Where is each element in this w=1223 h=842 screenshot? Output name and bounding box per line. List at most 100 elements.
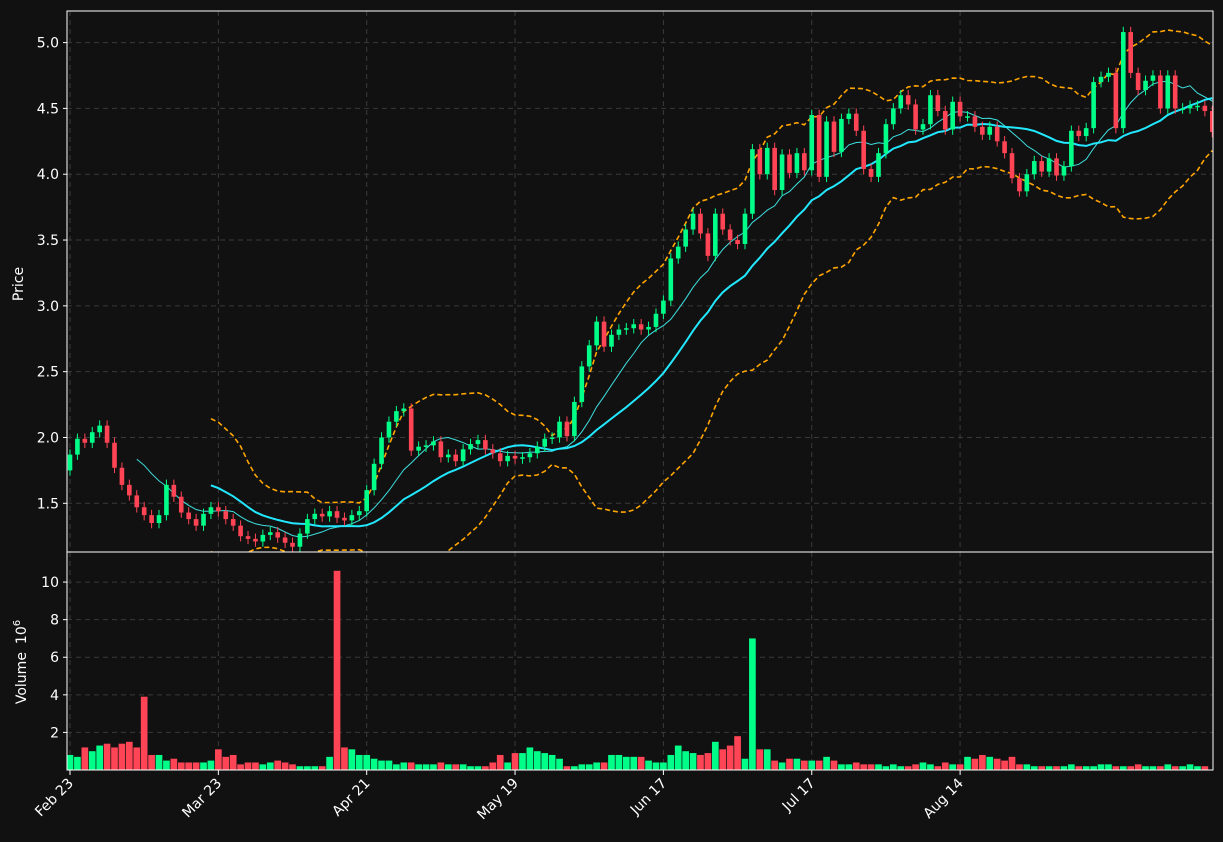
candle-down — [1135, 72, 1141, 90]
volume-bar — [919, 762, 927, 770]
volume-bar — [645, 760, 652, 770]
volume-bar — [148, 754, 155, 770]
candle-up — [653, 313, 659, 327]
volume-bar — [845, 764, 853, 770]
volume-bar — [927, 764, 934, 770]
candle-up — [1031, 161, 1037, 175]
volume-bar — [860, 764, 868, 770]
volume-bar — [155, 754, 163, 770]
volume-bar — [734, 736, 741, 770]
candle-up — [468, 444, 473, 450]
candle-up — [89, 432, 95, 443]
candle-up — [1120, 32, 1126, 129]
volume-bar — [1075, 766, 1083, 770]
candle-up — [690, 213, 696, 230]
volume-bar — [971, 758, 979, 770]
candle-down — [913, 104, 918, 130]
candle-down — [282, 537, 288, 543]
candle-down — [178, 496, 184, 513]
candle-down — [342, 517, 347, 521]
candle-down — [868, 168, 874, 177]
volume-bar — [385, 760, 393, 770]
candle-down — [253, 538, 258, 542]
price-y-ticks: 1.5 2.0 2.5 3.0 3.5 4.0 4.5 5.0 — [37, 36, 67, 512]
bollinger-bands — [210, 29, 1213, 552]
candle-down — [980, 126, 985, 135]
candle-up — [661, 300, 666, 314]
volume-bar — [763, 749, 771, 770]
volume-bar — [815, 760, 823, 770]
volume-bar — [289, 764, 296, 770]
volume-bar — [882, 766, 890, 770]
volume-bar — [519, 753, 526, 770]
volume-bar — [407, 762, 415, 770]
volume-bar — [482, 766, 489, 770]
volume-bar — [949, 764, 957, 770]
candle-down — [290, 542, 295, 547]
volume-bar — [704, 753, 712, 770]
volume-bar — [622, 756, 630, 770]
volume-axis-label: Volume 106 — [12, 620, 30, 704]
candle-up — [535, 446, 540, 454]
price-axis-label: Price — [11, 267, 27, 301]
candle-up — [646, 326, 651, 330]
volume-tick-label: 10 — [41, 575, 59, 591]
candle-down — [127, 484, 132, 496]
volume-bar — [1134, 764, 1142, 770]
volume-bar — [956, 764, 964, 770]
candle-up — [876, 153, 881, 177]
candle-down — [720, 213, 726, 230]
volume-bar — [1001, 760, 1008, 770]
volume-bar — [1119, 766, 1127, 770]
candle-down — [216, 507, 221, 512]
candle-down — [735, 240, 740, 244]
candle-up — [327, 511, 332, 517]
candle-down — [972, 116, 978, 127]
candle-down — [727, 229, 733, 241]
volume-bar — [608, 754, 615, 770]
candle-up — [460, 449, 466, 462]
volume-bar — [778, 762, 786, 770]
volume-bar — [1179, 766, 1186, 770]
price-tick-label: 2.5 — [37, 365, 59, 381]
candle-up — [267, 532, 273, 535]
candle-up — [609, 334, 614, 347]
volume-panel-frame — [66, 551, 1214, 771]
candle-down — [853, 113, 859, 131]
volume-bar — [177, 762, 185, 770]
volume-bar — [393, 764, 400, 770]
volume-bar — [867, 764, 875, 770]
volume-bar — [111, 747, 118, 770]
candle-up — [416, 446, 421, 451]
candle-up — [305, 519, 310, 534]
candle-up — [557, 421, 562, 438]
candle-down — [453, 454, 459, 462]
candle-down — [223, 511, 229, 520]
price-panel: 1.5 2.0 2.5 3.0 3.5 4.0 4.5 5.0 Price — [11, 10, 1214, 553]
volume-bar — [1105, 764, 1112, 770]
volume-bar — [771, 760, 778, 770]
candle-down — [831, 121, 837, 152]
volume-bar — [318, 766, 326, 770]
volume-bar — [600, 762, 608, 770]
volume-bar — [341, 747, 348, 770]
candle-up — [67, 454, 73, 471]
candle-down — [1158, 75, 1163, 109]
volume-bar — [830, 760, 838, 770]
candle-up — [675, 246, 681, 259]
volume-bar — [118, 743, 126, 770]
volume-bar — [934, 766, 942, 770]
volume-bar — [593, 762, 600, 770]
candle-down — [497, 453, 503, 462]
volume-bar — [615, 754, 623, 770]
volume-bar — [800, 760, 808, 770]
volume-bar — [274, 760, 282, 770]
candle-down — [171, 484, 177, 497]
candle-up — [423, 445, 429, 447]
volume-bar — [1157, 766, 1164, 770]
volume-bar — [281, 762, 289, 770]
volume-bar — [667, 754, 675, 770]
candle-up — [794, 153, 800, 173]
candle-up — [1187, 105, 1193, 109]
volume-bar — [890, 764, 897, 770]
